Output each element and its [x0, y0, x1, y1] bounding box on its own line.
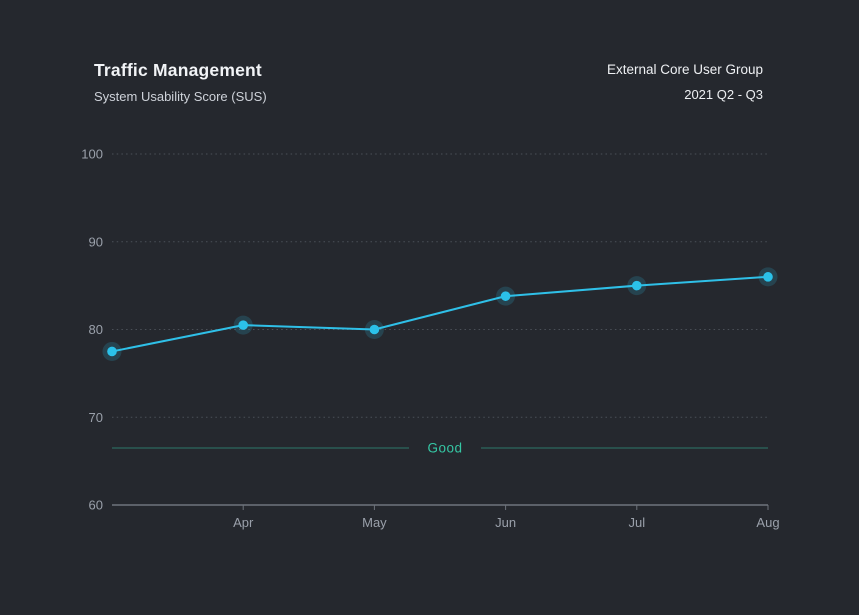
x-tick-label: Jun	[495, 515, 516, 530]
x-tick-label: Aug	[756, 515, 779, 530]
data-point-marker[interactable]	[107, 346, 117, 357]
data-point-marker[interactable]	[238, 320, 248, 330]
data-point-marker[interactable]	[369, 324, 380, 335]
y-tick-label: 60	[89, 498, 103, 513]
chart-meta: External Core User Group 2021 Q2 - Q3	[607, 62, 763, 102]
user-group-label: External Core User Group	[606, 62, 763, 77]
y-tick-label: 70	[89, 410, 103, 425]
chart-subtitle: System Usability Score (SUS)	[94, 89, 267, 104]
data-point-marker[interactable]	[500, 291, 511, 301]
y-tick-label: 90	[89, 234, 103, 249]
x-tick-label: May	[362, 515, 387, 530]
x-tick-label: Apr	[233, 515, 254, 530]
y-tick-label: 100	[81, 147, 103, 162]
chart-title: Traffic Management	[94, 60, 262, 80]
y-tick-label: 80	[89, 322, 103, 337]
threshold-label: Good	[427, 440, 462, 455]
series-line-SUS-score	[111, 275, 769, 353]
chart-header: Traffic Management System Usability Scor…	[94, 60, 267, 104]
period-label: 2021 Q2 - Q3	[684, 87, 763, 102]
data-point-marker[interactable]	[632, 280, 642, 291]
data-point-marker[interactable]	[763, 272, 773, 282]
x-tick-label: Jul	[628, 515, 645, 530]
